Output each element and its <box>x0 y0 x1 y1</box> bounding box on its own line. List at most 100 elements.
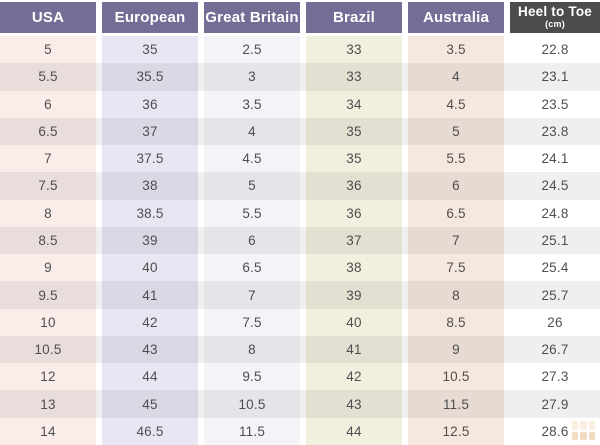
cell-usa: 5 <box>0 36 96 64</box>
cell-great-britain: 2.5 <box>204 36 300 64</box>
table-row: 8 38.5 5.5 36 6.5 24.8 <box>0 199 600 227</box>
cell-usa: 12 <box>0 363 96 391</box>
cell-great-britain: 5 <box>204 172 300 200</box>
table-row: 13 45 10.5 43 11.5 27.9 <box>0 390 600 418</box>
cell-european: 40 <box>102 254 198 282</box>
cell-australia: 6.5 <box>408 199 504 227</box>
table-row: 12 44 9.5 42 10.5 27.3 <box>0 363 600 391</box>
cell-heel-to-toe: 23.5 <box>510 90 600 118</box>
cell-usa: 9.5 <box>0 281 96 309</box>
cell-heel-to-toe: 25.1 <box>510 226 600 255</box>
header-heel-to-toe-label: Heel to Toe <box>518 4 592 20</box>
cell-australia: 10.5 <box>408 363 504 391</box>
cell-heel-to-toe: 22.8 <box>510 36 600 64</box>
cell-australia: 5 <box>408 117 504 146</box>
cell-australia: 9 <box>408 335 504 364</box>
cell-brazil: 33 <box>306 36 402 64</box>
cell-heel-to-toe: 23.1 <box>510 63 600 91</box>
cell-great-britain: 3.5 <box>204 90 300 118</box>
cell-heel-to-toe: 24.5 <box>510 172 600 200</box>
cell-great-britain: 4.5 <box>204 145 300 173</box>
cell-european: 43 <box>102 335 198 364</box>
cell-heel-to-toe: 28.6 <box>510 417 600 445</box>
table-row: 5.5 35.5 3 33 4 23.1 <box>0 63 600 91</box>
cell-heel-to-toe: 24.1 <box>510 145 600 173</box>
cell-heel-to-toe: 25.7 <box>510 281 600 309</box>
table-row: 10.5 43 8 41 9 26.7 <box>0 335 600 364</box>
header-great-britain: Great Britain <box>204 2 300 33</box>
cell-great-britain: 7.5 <box>204 308 300 336</box>
cell-australia: 6 <box>408 172 504 200</box>
header-european: European <box>102 2 198 33</box>
cell-great-britain: 5.5 <box>204 199 300 227</box>
cell-australia: 7.5 <box>408 254 504 282</box>
cell-usa: 13 <box>0 390 96 418</box>
cell-european: 45 <box>102 390 198 418</box>
cell-usa: 10.5 <box>0 335 96 364</box>
header-brazil-label: Brazil <box>332 8 376 26</box>
cell-heel-to-toe: 24.8 <box>510 199 600 227</box>
cell-australia: 4 <box>408 63 504 91</box>
table-row: 9.5 41 7 39 8 25.7 <box>0 281 600 309</box>
cell-usa: 6.5 <box>0 117 96 146</box>
cell-european: 38 <box>102 172 198 200</box>
cell-european: 37 <box>102 117 198 146</box>
cell-great-britain: 3 <box>204 63 300 91</box>
table-row: 5 35 2.5 33 3.5 22.8 <box>0 36 600 64</box>
cell-brazil: 43 <box>306 390 402 418</box>
cell-european: 35.5 <box>102 63 198 91</box>
cell-brazil: 42 <box>306 363 402 391</box>
cell-great-britain: 11.5 <box>204 417 300 445</box>
header-usa-label: USA <box>31 8 65 26</box>
cell-european: 39 <box>102 226 198 255</box>
table-row: 6.5 37 4 35 5 23.8 <box>0 117 600 146</box>
header-great-britain-label: Great Britain <box>205 8 299 26</box>
cell-heel-to-toe: 26 <box>510 308 600 336</box>
cell-great-britain: 9.5 <box>204 363 300 391</box>
table-row: 10 42 7.5 40 8.5 26 <box>0 308 600 336</box>
cell-brazil: 44 <box>306 417 402 445</box>
table-row: 8.5 39 6 37 7 25.1 <box>0 226 600 255</box>
cell-heel-to-toe: 27.3 <box>510 363 600 391</box>
header-brazil: Brazil <box>306 2 402 33</box>
cell-australia: 11.5 <box>408 390 504 418</box>
cell-australia: 8 <box>408 281 504 309</box>
cell-brazil: 35 <box>306 117 402 146</box>
cell-australia: 3.5 <box>408 36 504 64</box>
table-row: 7 37.5 4.5 35 5.5 24.1 <box>0 145 600 173</box>
cell-australia: 8.5 <box>408 308 504 336</box>
cell-australia: 7 <box>408 226 504 255</box>
cell-usa: 7.5 <box>0 172 96 200</box>
cell-european: 36 <box>102 90 198 118</box>
cell-great-britain: 7 <box>204 281 300 309</box>
cell-usa: 9 <box>0 254 96 282</box>
cell-great-britain: 6.5 <box>204 254 300 282</box>
cell-european: 38.5 <box>102 199 198 227</box>
cell-heel-to-toe: 25.4 <box>510 254 600 282</box>
cell-brazil: 35 <box>306 145 402 173</box>
cell-usa: 6 <box>0 90 96 118</box>
cell-brazil: 41 <box>306 335 402 364</box>
cell-usa: 8.5 <box>0 226 96 255</box>
cell-brazil: 34 <box>306 90 402 118</box>
cell-brazil: 39 <box>306 281 402 309</box>
cell-usa: 14 <box>0 417 96 445</box>
header-australia-label: Australia <box>423 8 489 26</box>
header-european-label: European <box>114 8 186 26</box>
cell-brazil: 33 <box>306 63 402 91</box>
cell-brazil: 36 <box>306 172 402 200</box>
header-heel-to-toe-unit: (cm) <box>545 19 565 30</box>
cell-european: 44 <box>102 363 198 391</box>
table-header-row: USA European Great Britain Brazil Austra… <box>0 0 600 36</box>
table-body: 5 35 2.5 33 3.5 22.8 5.5 35.5 3 33 4 23.1 6 36 3.5 34 4.… <box>0 36 600 445</box>
cell-australia: 4.5 <box>408 90 504 118</box>
table-row: 7.5 38 5 36 6 24.5 <box>0 172 600 200</box>
cell-brazil: 38 <box>306 254 402 282</box>
cell-usa: 8 <box>0 199 96 227</box>
header-usa: USA <box>0 2 96 33</box>
table-row: 9 40 6.5 38 7.5 25.4 <box>0 254 600 282</box>
cell-brazil: 37 <box>306 226 402 255</box>
cell-european: 41 <box>102 281 198 309</box>
cell-great-britain: 4 <box>204 117 300 146</box>
cell-australia: 5.5 <box>408 145 504 173</box>
